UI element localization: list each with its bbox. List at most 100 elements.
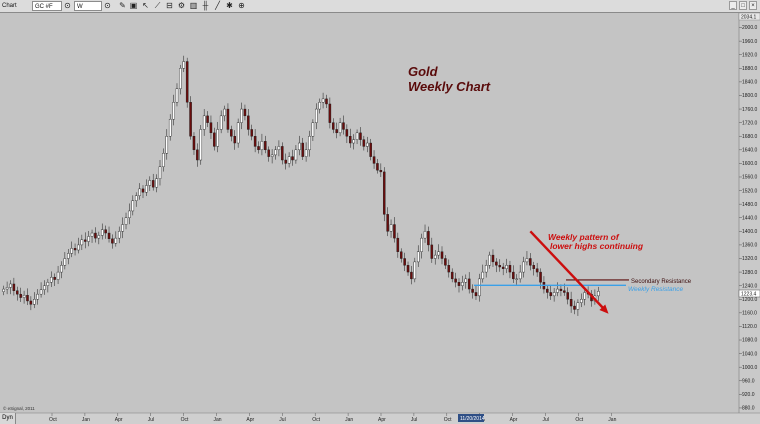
candle-body-down bbox=[94, 232, 97, 239]
candle-body-up bbox=[484, 265, 488, 273]
candle-body-down bbox=[430, 244, 434, 259]
box-icon[interactable]: ▣ bbox=[129, 1, 138, 10]
candle-body-up bbox=[576, 302, 580, 310]
candle-body-up bbox=[389, 224, 393, 232]
candle-body-down bbox=[406, 265, 410, 273]
candle-body-down bbox=[342, 122, 345, 130]
candle-body-down bbox=[301, 142, 304, 157]
candle-body-down bbox=[444, 258, 447, 266]
candle-body-down bbox=[185, 61, 189, 103]
x-tick-label: Apr bbox=[510, 417, 518, 423]
candle-body-up bbox=[219, 115, 223, 130]
candle-body-up bbox=[138, 188, 141, 196]
candle-body-up bbox=[33, 299, 36, 305]
bars-icon[interactable]: ▥ bbox=[189, 1, 198, 10]
candle-body-down bbox=[362, 139, 366, 147]
gear-icon[interactable]: ✱ bbox=[226, 1, 233, 10]
candle-body-down bbox=[457, 282, 461, 286]
candle-body-down bbox=[83, 239, 87, 242]
dyn-label[interactable]: Dyn bbox=[0, 413, 16, 424]
symbol-search-icon[interactable]: ⊙ bbox=[64, 1, 71, 10]
candle-body-down bbox=[382, 171, 386, 215]
y-tick-label: 1640.0 bbox=[742, 148, 758, 154]
candle-body-down bbox=[471, 288, 474, 293]
x-tick-label: Jan bbox=[214, 417, 222, 423]
candle-body-up bbox=[277, 146, 281, 151]
x-tick-label: Jan bbox=[345, 417, 353, 423]
candle-body-up bbox=[172, 102, 175, 120]
candle-body-up bbox=[80, 239, 84, 246]
candle-body-down bbox=[440, 251, 444, 259]
candle-body-down bbox=[243, 108, 247, 117]
symbol-input[interactable]: GC #F bbox=[32, 1, 62, 11]
candle-body-down bbox=[196, 149, 199, 161]
candle-body-down bbox=[427, 231, 430, 246]
candle-body-up bbox=[556, 288, 559, 293]
candle-body-down bbox=[573, 305, 576, 310]
candle-body-down bbox=[349, 136, 352, 144]
candle-body-down bbox=[467, 278, 471, 290]
last-price-value: 1223.4 bbox=[741, 292, 757, 298]
chart-title-line-2: Weekly Chart bbox=[408, 79, 491, 94]
candle-icon[interactable]: ╫ bbox=[202, 1, 209, 10]
pencil-icon[interactable]: ✎ bbox=[119, 1, 126, 10]
x-tick-label: Oct bbox=[444, 417, 452, 423]
x-tick-label: Oct bbox=[181, 417, 189, 423]
y-tick-label: 1920.0 bbox=[742, 52, 758, 58]
candle-body-up bbox=[46, 282, 50, 286]
candle-body-down bbox=[226, 108, 230, 130]
candle-body-up bbox=[114, 237, 118, 244]
candle-body-up bbox=[2, 288, 5, 292]
pattern-annotation-line-1: Weekly pattern of bbox=[548, 232, 620, 242]
candle-body-up bbox=[433, 254, 437, 259]
candle-body-down bbox=[345, 129, 349, 137]
top-price-badge bbox=[738, 13, 760, 21]
candle-body-up bbox=[148, 180, 152, 186]
candle-body-down bbox=[535, 268, 539, 273]
period-input[interactable]: W bbox=[74, 1, 102, 11]
line-icon[interactable]: ╱ bbox=[215, 1, 220, 10]
period-search-icon[interactable]: ⊙ bbox=[104, 1, 111, 10]
candle-body-up bbox=[294, 149, 298, 161]
candle-body-up bbox=[481, 271, 485, 280]
candle-body-up bbox=[583, 292, 586, 300]
candle-body-up bbox=[315, 108, 318, 123]
candle-body-up bbox=[121, 224, 124, 232]
y-axis-ticks: 2000.0 1960.0 1920.0 1880.0 1840.0 1800.0 1760… bbox=[739, 25, 758, 412]
close-button[interactable]: × bbox=[749, 1, 757, 10]
candle-body-down bbox=[141, 188, 145, 193]
candle-body-down bbox=[450, 271, 454, 280]
candle-body-up bbox=[522, 261, 525, 273]
trend-icon[interactable]: ⟋ bbox=[154, 1, 161, 10]
cursor-icon[interactable]: ↖ bbox=[142, 1, 149, 10]
y-tick-label: 1320.0 bbox=[742, 256, 758, 262]
x-tick-label: Apr bbox=[115, 417, 123, 423]
candle-body-down bbox=[253, 136, 257, 147]
downtrend-arrow-head bbox=[599, 304, 609, 314]
candle-body-up bbox=[39, 289, 43, 295]
candle-body-up bbox=[145, 185, 148, 193]
candle-body-up bbox=[338, 122, 342, 134]
candle-body-up bbox=[552, 292, 556, 297]
settings-icon[interactable]: ⚙ bbox=[177, 1, 186, 10]
candle-body-down bbox=[233, 136, 236, 144]
candle-body-down bbox=[247, 115, 250, 130]
minimize-button[interactable]: _ bbox=[729, 1, 737, 10]
candle-body-up bbox=[70, 248, 73, 254]
x-axis-ticks: Oct Jan Apr Jul Oct Jan Apr Jul Oct Jan Apr Jul Oct J… bbox=[49, 413, 617, 423]
candle-body-down bbox=[213, 132, 216, 147]
maximize-button[interactable]: □ bbox=[739, 1, 747, 10]
candle-body-up bbox=[525, 258, 529, 263]
candle-body-down bbox=[284, 159, 287, 164]
candle-body-down bbox=[53, 276, 56, 280]
zoom-icon[interactable]: ⊕ bbox=[238, 1, 245, 10]
y-tick-label: 1040.0 bbox=[742, 351, 758, 357]
price-chart[interactable]: 2000.0 1960.0 1920.0 1880.0 1840.0 1800.0 1760… bbox=[0, 13, 760, 424]
candle-body-down bbox=[454, 278, 457, 283]
channel-icon[interactable]: ⊟ bbox=[166, 1, 173, 10]
candle-body-down bbox=[529, 258, 532, 266]
candle-body-down bbox=[359, 132, 362, 140]
candle-body-down bbox=[372, 156, 376, 164]
candle-body-down bbox=[73, 248, 77, 251]
candle-body-up bbox=[128, 210, 131, 218]
